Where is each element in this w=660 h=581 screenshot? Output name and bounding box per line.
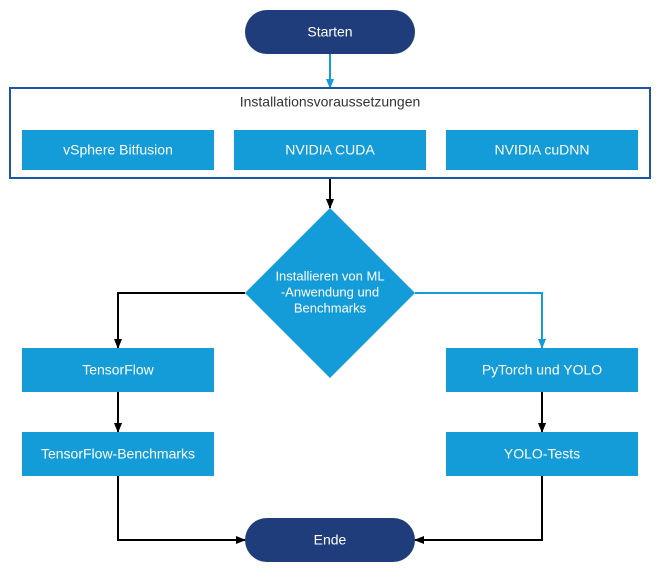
container-title: Installationsvoraussetzungen xyxy=(240,94,421,110)
decision-line-1: -Anwendung und xyxy=(281,284,379,299)
decision-line-2: Benchmarks xyxy=(294,300,367,315)
node-req2: NVIDIA CUDA xyxy=(234,130,426,170)
node-start: Starten xyxy=(245,10,415,54)
node-end: Ende xyxy=(245,518,415,562)
tf-label: TensorFlow xyxy=(82,362,154,378)
node-req1: vSphere Bitfusion xyxy=(22,130,214,170)
node-tfb: TensorFlow-Benchmarks xyxy=(22,432,214,476)
decision-line-0: Installieren von ML xyxy=(275,268,384,283)
node-req3: NVIDIA cuDNN xyxy=(446,130,638,170)
edge-yolo-bottom-end-right xyxy=(415,476,542,540)
req3-label: NVIDIA cuDNN xyxy=(495,142,590,158)
req1-label: vSphere Bitfusion xyxy=(63,142,173,158)
node-pyt: PyTorch und YOLO xyxy=(446,348,638,392)
edge-decision-left-tf-top xyxy=(118,293,245,348)
edge-tfb-bottom-end-left xyxy=(118,476,245,540)
end-label: Ende xyxy=(314,532,347,548)
node-yolo: YOLO-Tests xyxy=(446,432,638,476)
yolo-label: YOLO-Tests xyxy=(504,446,580,462)
pyt-label: PyTorch und YOLO xyxy=(482,362,602,378)
start-label: Starten xyxy=(307,24,352,40)
nodes-layer: Starten Ende Installationsvoraussetzungen v… xyxy=(10,10,650,562)
req2-label: NVIDIA CUDA xyxy=(285,142,375,158)
node-tf: TensorFlow xyxy=(22,348,214,392)
tfb-label: TensorFlow-Benchmarks xyxy=(41,446,195,462)
node-decision: Installieren von ML-Anwendung undBenchma… xyxy=(245,208,415,378)
edge-decision-right-pyt-top xyxy=(415,293,542,348)
flowchart: Starten Ende Installationsvoraussetzungen v… xyxy=(0,0,660,581)
